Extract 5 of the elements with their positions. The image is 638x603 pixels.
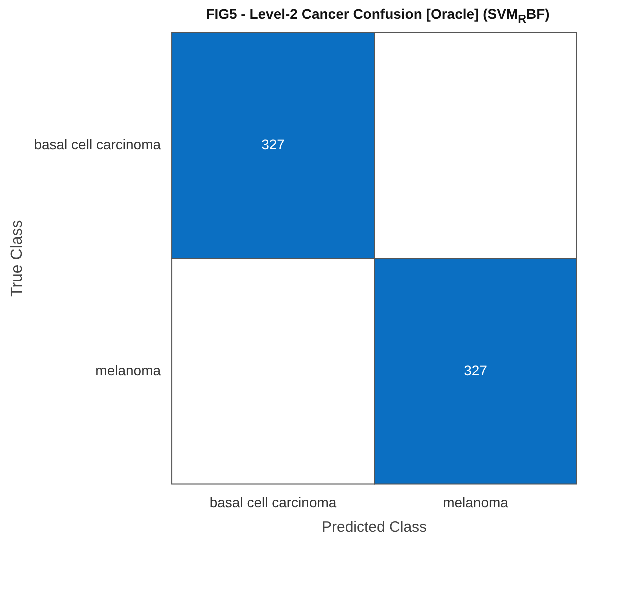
chart-title: FIG5 - Level-2 Cancer Confusion [Oracle] (SVM$_{R}$BF) <box>205 6 551 26</box>
y-axis-title: True Class <box>9 220 26 297</box>
data-label: 327 <box>464 362 488 378</box>
data-label: 327 <box>262 136 286 153</box>
x-axis-title: Predicted Class <box>322 519 428 536</box>
